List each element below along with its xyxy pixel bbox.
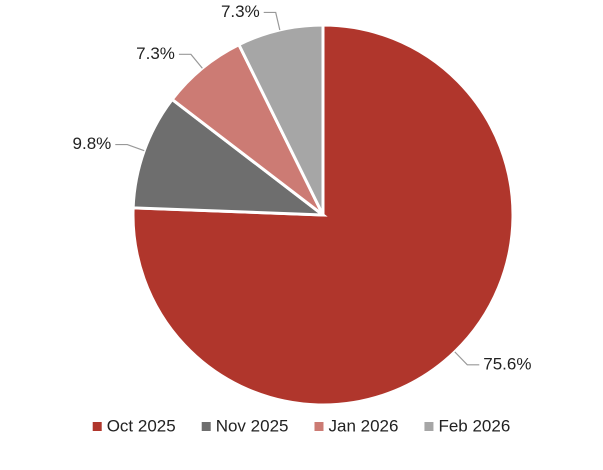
- legend-label: Nov 2025: [216, 416, 289, 435]
- leader-line: [115, 143, 145, 152]
- legend-swatch: [201, 422, 211, 431]
- data-label: 75.6%: [483, 354, 531, 373]
- legend-label: Feb 2026: [438, 416, 510, 435]
- legend-swatch: [424, 422, 434, 431]
- data-label: 7.3%: [221, 2, 260, 21]
- leader-line: [178, 53, 203, 69]
- legend-label: Oct 2025: [107, 416, 176, 435]
- leader-line: [454, 351, 480, 366]
- leader-line: [263, 11, 281, 31]
- data-label: 9.8%: [73, 134, 112, 153]
- pie-slice: [236, 23, 325, 216]
- pie-slice: [131, 97, 328, 217]
- data-label: 7.3%: [136, 44, 175, 63]
- legend-swatch: [92, 422, 102, 431]
- legend-label: Jan 2026: [328, 416, 398, 435]
- legend-swatch: [314, 422, 324, 431]
